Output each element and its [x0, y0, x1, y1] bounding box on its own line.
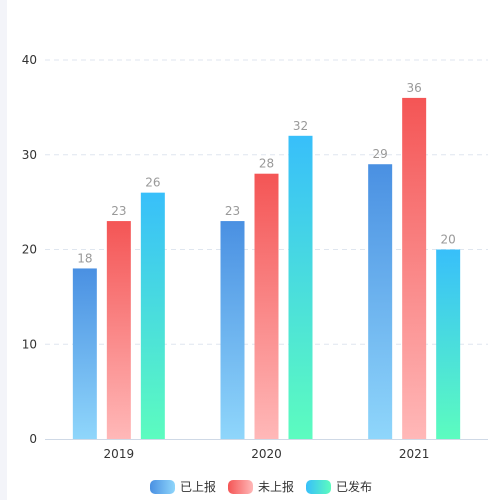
legend[interactable]: 已上报 未上报 已发布	[150, 479, 372, 494]
data-label: 18	[77, 251, 92, 265]
data-label: 20	[441, 233, 456, 247]
data-label: 32	[293, 119, 308, 133]
x-tick-label: 2020	[251, 447, 282, 461]
panel-left-edge	[0, 0, 7, 500]
bar[interactable]	[402, 97, 427, 440]
bar[interactable]	[106, 221, 131, 439]
data-label: 26	[145, 176, 160, 190]
bar[interactable]	[436, 249, 461, 440]
data-label: 28	[259, 157, 274, 171]
legend-swatch[interactable]	[228, 480, 253, 494]
data-label: 36	[407, 81, 422, 95]
y-tick-label: 20	[22, 243, 37, 257]
bar[interactable]	[220, 221, 245, 439]
data-label: 29	[373, 147, 388, 161]
y-tick-label: 10	[22, 337, 37, 351]
y-tick-label: 30	[22, 148, 37, 162]
x-tick-label: 2019	[104, 447, 135, 461]
data-label: 23	[111, 204, 126, 218]
x-axis-ticks: 2019 2020 2021	[104, 447, 430, 461]
bar[interactable]	[288, 135, 313, 440]
y-tick-label: 40	[22, 53, 37, 67]
legend-label[interactable]: 已上报	[180, 479, 216, 494]
y-axis-ticks: 0 10 20 30 40	[22, 53, 37, 446]
legend-label[interactable]: 已发布	[336, 479, 372, 494]
legend-label[interactable]: 未上报	[258, 479, 294, 494]
y-tick-label: 0	[29, 432, 37, 446]
bar[interactable]	[368, 164, 393, 439]
bar[interactable]	[72, 268, 97, 439]
legend-swatch[interactable]	[150, 480, 175, 494]
data-label: 23	[225, 204, 240, 218]
bar[interactable]	[254, 173, 279, 439]
x-tick-label: 2021	[399, 447, 430, 461]
bar[interactable]	[140, 192, 165, 439]
legend-swatch[interactable]	[306, 480, 331, 494]
bars	[72, 97, 461, 440]
data-labels: 18 23 26 23 28 32 29 36 20	[77, 81, 456, 266]
